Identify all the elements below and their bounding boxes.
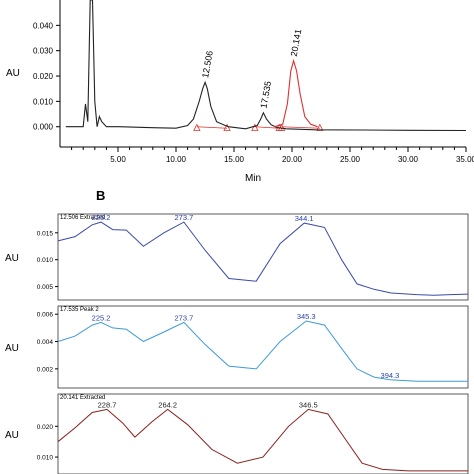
spectrum-frame xyxy=(57,213,469,301)
spectrum-trace xyxy=(57,408,468,472)
peak-label: 225.2 xyxy=(92,313,111,322)
y-tick-label: 0.004 xyxy=(37,339,54,346)
x-tick-label: 25.00 xyxy=(340,155,361,164)
spectrum-title: 12.506 Extracted xyxy=(60,215,105,221)
y-axis-label: AU xyxy=(5,430,19,441)
peak-label: 344.1 xyxy=(295,214,314,223)
y-tick-label: 0.005 xyxy=(37,284,54,291)
peak-label: 346.5 xyxy=(299,400,318,409)
x-tick-label: 20.00 xyxy=(282,155,303,164)
chromatogram-trace-2 xyxy=(274,58,318,128)
y-tick-label: 0.020 xyxy=(37,424,54,431)
y-tick-label: 0.015 xyxy=(37,230,54,237)
y-tick-label: 0.002 xyxy=(37,366,54,373)
spectrum-title: 20.141 Extracted xyxy=(60,395,105,401)
spectrum-title: 17.535 Peak 2 xyxy=(60,307,99,313)
peak-label: 273.7 xyxy=(175,313,194,322)
y-axis-label: AU xyxy=(5,253,19,264)
x-tick-label: 30.00 xyxy=(398,155,419,164)
panel-b2-spectrum: 17.535 Peak 2 0.002 0.004 0.006 AU 225.2 273.7… xyxy=(5,305,469,389)
y-tick-label: 0.010 xyxy=(37,257,54,264)
peak-label: 273.7 xyxy=(175,213,194,222)
x-tick-label: 10.00 xyxy=(166,155,187,164)
panel-b-label: B xyxy=(96,188,105,203)
peak-label: 228.7 xyxy=(98,400,117,409)
y-tick-label: 0.040 xyxy=(33,21,54,30)
y-tick-label: 0.006 xyxy=(37,312,54,319)
y-axis-label: AU xyxy=(6,68,20,79)
peak-baseline xyxy=(281,126,320,129)
peak-label: 17.535 xyxy=(259,80,274,109)
x-axis-label: Min xyxy=(245,173,261,184)
baseline-marker xyxy=(251,123,259,131)
spectrum-frame xyxy=(57,305,469,389)
y-tick-label: 0.030 xyxy=(33,47,54,56)
x-tick-label: 15.00 xyxy=(224,155,245,164)
panel-b1-spectrum: 12.506 Extracted 0.005 0.010 0.015 AU 225.2 27… xyxy=(5,213,469,301)
y-tick-label: 0.010 xyxy=(37,455,54,462)
peak-baseline xyxy=(254,126,280,129)
peak-label: 225.2 xyxy=(92,213,111,222)
spectrum-trace xyxy=(57,221,469,296)
y-axis-label: AU xyxy=(5,343,19,354)
baseline-marker xyxy=(223,123,231,131)
baseline-marker xyxy=(193,123,201,131)
peak-baseline xyxy=(196,126,228,129)
y-tick-label: 0.020 xyxy=(33,72,54,81)
baseline-marker xyxy=(316,123,324,131)
x-tick-label: 35.00 xyxy=(456,155,474,164)
peak-label: 394.3 xyxy=(381,371,400,380)
peak-label: 20.141 xyxy=(289,28,304,57)
y-tick-label: 0.010 xyxy=(33,97,54,106)
peak-label: 264.2 xyxy=(158,400,177,409)
y-tick-label: 0.000 xyxy=(33,123,54,132)
chromatogram-trace-1 xyxy=(65,0,467,132)
x-tick-label: 5.00 xyxy=(110,155,126,164)
panel-a-chromatogram: 0.000 0.010 0.020 0.030 0.040 5.00 10.00 15.00 2… xyxy=(6,0,474,184)
spectrum-trace xyxy=(57,320,468,382)
spectrum-frame xyxy=(57,393,469,474)
peak-label: 12.506 xyxy=(200,50,215,79)
peak-label: 345.3 xyxy=(297,312,316,321)
panel-b3-spectrum: 20.141 Extracted 0.010 0.020 AU 228.7 264.2 34… xyxy=(5,393,469,474)
